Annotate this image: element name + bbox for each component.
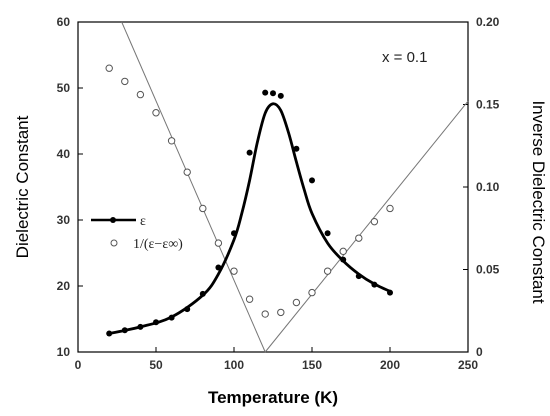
- inverse-epsilon-point: [136, 90, 145, 99]
- epsilon-point: [277, 92, 284, 99]
- y-tick-label: 30: [57, 213, 71, 227]
- y-tick-label: 50: [57, 81, 71, 95]
- inverse-epsilon-point: [121, 77, 129, 86]
- inverse-epsilon-point: [167, 137, 176, 145]
- legend-marker-inverse: [110, 239, 118, 247]
- legend: ε 1/(ε−ε∞): [91, 214, 183, 252]
- y2-tick-label: 0: [476, 345, 483, 359]
- epsilon-point: [121, 327, 128, 334]
- y-tick-label: 40: [57, 147, 71, 161]
- ticks-layer: 0 50 100 150 200 250 10 20 30 40 50 60 0 0.05 0.10 0.15…: [57, 15, 500, 372]
- inverse-epsilon-point: [230, 267, 238, 275]
- inverse-epsilon-point: [386, 204, 394, 213]
- y2-tick-label: 0.05: [476, 263, 500, 277]
- annotation-label: x = 0.1: [382, 49, 427, 66]
- x-tick-label: 150: [302, 358, 322, 372]
- y-tick-label: 10: [57, 345, 71, 359]
- inverse-epsilon-point: [105, 64, 113, 72]
- epsilon-point: [215, 264, 222, 271]
- epsilon-point: [293, 145, 300, 152]
- inverse-epsilon-point: [199, 204, 207, 213]
- y-tick-label: 20: [57, 279, 71, 293]
- epsilon-point: [324, 230, 331, 237]
- inverse-epsilon-point: [214, 239, 223, 247]
- epsilon-point: [309, 177, 315, 184]
- x-tick-label: 50: [149, 358, 163, 372]
- epsilon-point: [184, 306, 191, 313]
- epsilon-point: [270, 90, 276, 97]
- x-tick-label: 0: [75, 358, 82, 372]
- y2-tick-label: 0.20: [476, 15, 500, 29]
- legend-label-epsilon: ε: [140, 214, 146, 229]
- lines-layer: [108, 21, 469, 353]
- y2-tick-label: 0.15: [476, 98, 500, 112]
- legend-marker-epsilon: [110, 217, 116, 223]
- epsilon-point: [262, 89, 269, 96]
- inverse-epsilon-point: [277, 308, 285, 317]
- inverse-epsilon-point: [370, 217, 379, 226]
- inverse-epsilon-point: [261, 310, 269, 318]
- epsilon-point: [199, 290, 206, 297]
- epsilon-point: [137, 323, 144, 330]
- legend-label-inverse: 1/(ε−ε∞): [133, 237, 183, 252]
- epsilon-point: [355, 273, 362, 280]
- inverse-epsilon-point: [245, 295, 254, 303]
- inverse-epsilon-point: [292, 298, 301, 307]
- inverse-epsilon-point: [308, 288, 316, 297]
- epsilon-point: [231, 230, 237, 237]
- inverse-epsilon-point: [323, 267, 332, 275]
- points-layer: [105, 64, 394, 337]
- epsilon-point: [246, 149, 253, 156]
- y-axis-title: Dielectric Constant: [13, 115, 32, 258]
- inverse-epsilon-point: [339, 247, 347, 256]
- inverse-epsilon-point: [183, 168, 191, 176]
- linear-fit-line-1: [121, 21, 266, 353]
- epsilon-point: [371, 281, 378, 288]
- x-axis-title: Temperature (K): [208, 388, 338, 407]
- y-tick-label: 60: [57, 15, 71, 29]
- plot-frame: [77, 21, 469, 353]
- y2-tick-label: 0.10: [476, 180, 500, 194]
- x-tick-label: 100: [224, 358, 244, 372]
- inverse-epsilon-point: [152, 109, 160, 117]
- inverse-epsilon-point: [355, 234, 363, 242]
- epsilon-point: [168, 314, 175, 321]
- epsilon-point: [387, 289, 393, 296]
- x-tick-label: 250: [458, 358, 478, 372]
- epsilon-fit-curve: [108, 102, 391, 335]
- epsilon-point: [106, 330, 113, 337]
- epsilon-point: [340, 256, 347, 263]
- epsilon-point: [153, 319, 159, 326]
- y2-axis-title: Inverse Dielectric Constant: [529, 100, 548, 303]
- linear-fit-line-2: [264, 100, 469, 353]
- x-tick-label: 200: [380, 358, 400, 372]
